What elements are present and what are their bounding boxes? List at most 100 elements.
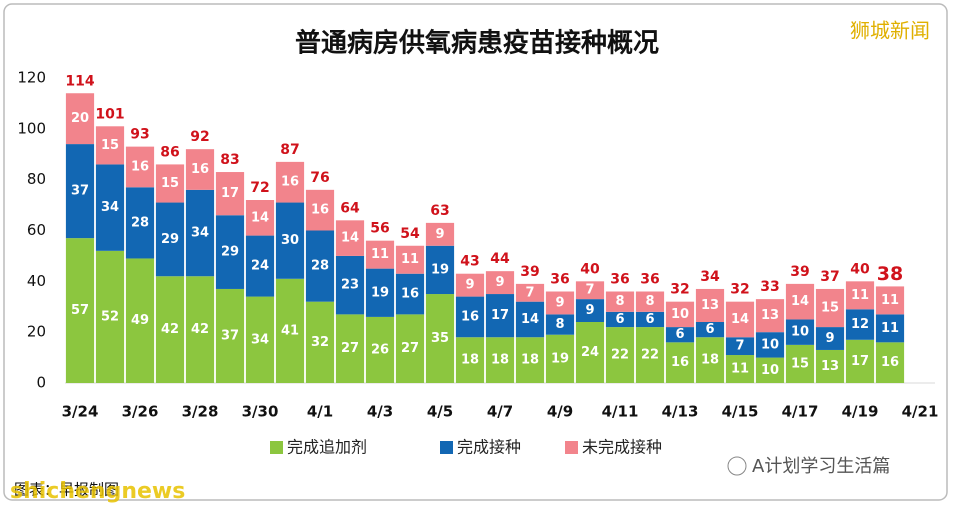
bar-segment [515, 337, 545, 383]
value-label: 17 [221, 186, 239, 201]
bar-segment [545, 314, 575, 335]
y-tick-label: 0 [36, 374, 46, 392]
bar-segment [755, 299, 785, 333]
value-label: 18 [461, 353, 479, 368]
value-label: 41 [281, 323, 299, 338]
bar-segment [515, 301, 545, 338]
bar-segment [725, 337, 755, 356]
bar-segment [245, 200, 275, 236]
x-tick-label: 4/3 [367, 403, 393, 421]
total-label: 39 [520, 264, 539, 280]
value-label: 10 [671, 307, 689, 322]
chart-title: 普通病房供氧病患疫苗接种概况 [295, 28, 659, 59]
value-label: 17 [491, 308, 509, 323]
value-label: 34 [251, 332, 269, 347]
bar-segment [305, 189, 335, 231]
value-label: 28 [131, 215, 149, 230]
bar-segment [185, 189, 215, 277]
bar-segment [875, 314, 905, 343]
bar-segment [665, 327, 695, 343]
value-label: 19 [431, 262, 449, 277]
total-label: 43 [460, 254, 479, 270]
value-label: 52 [101, 309, 119, 324]
bar-segment [215, 288, 245, 383]
x-tick-label: 4/21 [902, 403, 939, 421]
bar-segment [305, 301, 335, 383]
account: A计划学习生活篇 [752, 456, 890, 477]
bar-segment [455, 273, 485, 297]
wechat-icon [727, 456, 747, 476]
bar-segment [335, 220, 365, 256]
total-label: 38 [877, 263, 903, 285]
source: 图表：早报制图 [14, 481, 119, 499]
value-label: 17 [851, 354, 869, 369]
total-label: 40 [580, 261, 600, 277]
value-label: 19 [371, 285, 389, 300]
value-label: 19 [551, 351, 569, 366]
value-label: 37 [71, 184, 89, 199]
value-label: 11 [881, 293, 899, 308]
bar-segment [575, 322, 605, 383]
x-tick-label: 4/7 [487, 403, 513, 421]
value-label: 23 [341, 278, 359, 293]
value-label: 27 [401, 341, 419, 356]
value-label: 20 [71, 111, 89, 126]
value-label: 10 [791, 325, 809, 340]
bar-segment [545, 334, 575, 383]
x-tick-label: 3/28 [182, 403, 219, 421]
total-label: 72 [250, 180, 269, 196]
value-label: 9 [495, 275, 504, 290]
value-label: 42 [191, 322, 209, 337]
bar-segment [755, 357, 785, 383]
bar-segment [785, 283, 815, 320]
total-label: 64 [340, 200, 360, 216]
legend-swatch [270, 441, 283, 454]
value-label: 32 [311, 335, 329, 350]
bar-segment [365, 316, 395, 383]
value-label: 34 [101, 200, 119, 215]
value-label: 14 [791, 294, 809, 309]
bar-segment [575, 281, 605, 300]
total-label: 101 [95, 106, 124, 122]
bar-segment [875, 286, 905, 315]
bar-segment [395, 273, 425, 315]
bar-segment [425, 294, 455, 383]
value-label: 9 [465, 278, 474, 293]
value-label: 14 [731, 312, 749, 327]
x-tick-label: 4/9 [547, 403, 573, 421]
total-label: 87 [280, 142, 299, 158]
value-label: 13 [701, 298, 719, 313]
value-label: 16 [401, 287, 419, 302]
bar-segment [215, 215, 245, 289]
value-label: 16 [671, 355, 689, 370]
bar-segment [335, 255, 365, 315]
bar-segment [815, 327, 845, 350]
bar-segment [95, 126, 125, 165]
value-label: 28 [311, 259, 329, 274]
total-label: 114 [65, 73, 94, 89]
bar-segment [65, 238, 95, 383]
bar-segment [485, 337, 515, 383]
bar-segment [245, 296, 275, 383]
bar-segment [485, 271, 515, 295]
total-label: 83 [220, 152, 239, 168]
bar-segment [455, 337, 485, 383]
value-label: 14 [521, 312, 539, 327]
total-label: 37 [820, 269, 839, 285]
value-label: 15 [101, 138, 119, 153]
value-label: 15 [161, 176, 179, 191]
total-label: 76 [310, 170, 329, 186]
value-label: 42 [161, 322, 179, 337]
bar-segment [725, 355, 755, 383]
value-label: 11 [881, 321, 899, 336]
total-label: 44 [490, 251, 510, 267]
x-tick-label: 3/24 [62, 403, 99, 421]
value-label: 16 [281, 175, 299, 190]
bar-segment [95, 250, 125, 383]
y-tick-label: 120 [17, 69, 46, 87]
bar-segment [635, 311, 665, 328]
total-label: 34 [700, 269, 720, 285]
bar-segment [395, 245, 425, 274]
bar-segment [665, 301, 695, 328]
